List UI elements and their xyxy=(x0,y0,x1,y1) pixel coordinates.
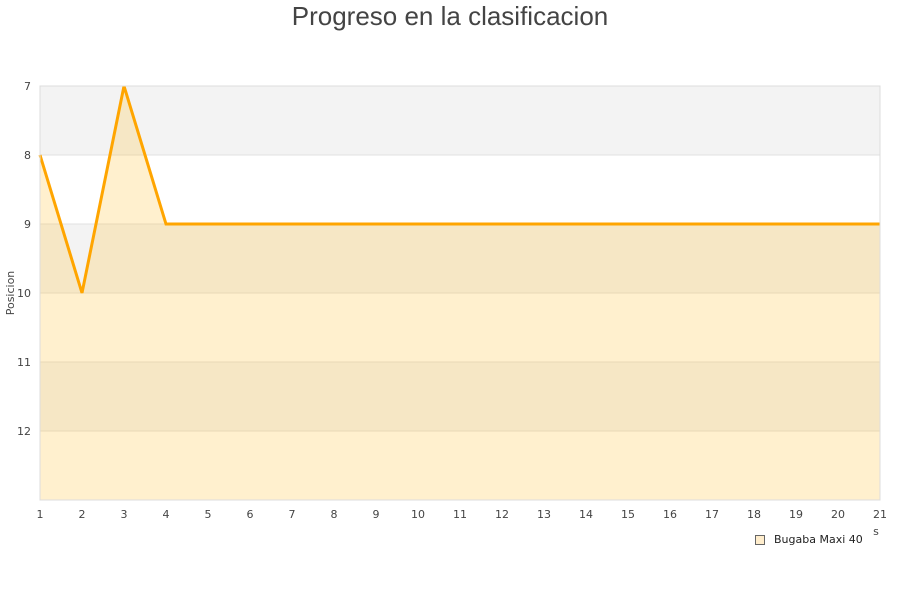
y-tick-label: 8 xyxy=(24,149,31,162)
x-tick-label: 21 xyxy=(873,508,887,521)
x-tick-label: 5 xyxy=(205,508,212,521)
plot-border xyxy=(39,85,881,501)
grid-band xyxy=(40,431,880,500)
grid-band xyxy=(40,362,880,431)
grid-band xyxy=(40,224,880,293)
x-tick-label: 13 xyxy=(537,508,551,521)
grid-band xyxy=(40,86,880,155)
grid-band xyxy=(40,293,880,362)
y-axis-label: Posicion xyxy=(4,271,17,316)
chart-title: Progreso en la clasificacion xyxy=(291,1,609,31)
x-tick-label: 17 xyxy=(705,508,719,521)
x-tick-label: 4 xyxy=(163,508,170,521)
y-tick-label: 9 xyxy=(24,218,31,231)
legend-swatch xyxy=(755,534,765,545)
x-tick-label: 10 xyxy=(411,508,425,521)
x-tick-label: 12 xyxy=(495,508,509,521)
grid-band xyxy=(40,155,880,224)
x-tick-label: 3 xyxy=(121,508,128,521)
x-tick-label: 9 xyxy=(373,508,380,521)
legend[interactable]: Bugaba Maxi 40 xyxy=(755,533,863,546)
series-area xyxy=(40,86,880,500)
y-tick-label: 7 xyxy=(24,80,31,93)
y-tick-label: 12 xyxy=(17,425,31,438)
x-tick-label: 8 xyxy=(331,508,338,521)
x-tick-label: 14 xyxy=(579,508,593,521)
y-tick-label: 10 xyxy=(17,287,31,300)
x-tick-label: 16 xyxy=(663,508,677,521)
x-tick-label: 6 xyxy=(247,508,254,521)
x-tick-label: 18 xyxy=(747,508,761,521)
x-tick-label: 1 xyxy=(37,508,44,521)
x-axis-label: s xyxy=(873,525,879,538)
x-tick-label: 7 xyxy=(289,508,296,521)
x-tick-label: 19 xyxy=(789,508,803,521)
y-tick-label: 11 xyxy=(17,356,31,369)
legend-label: Bugaba Maxi 40 xyxy=(774,533,863,546)
x-tick-label: 2 xyxy=(79,508,86,521)
x-tick-label: 11 xyxy=(453,508,467,521)
x-tick-label: 20 xyxy=(831,508,845,521)
x-tick-label: 15 xyxy=(621,508,635,521)
